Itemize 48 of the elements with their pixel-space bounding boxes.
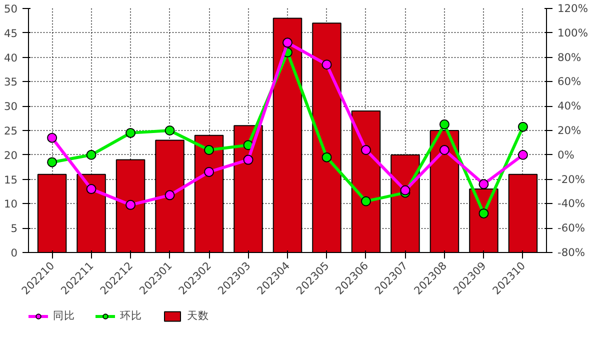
y2-tick-label: 20% <box>558 124 582 137</box>
point <box>322 152 332 162</box>
legend-label: 天数 <box>187 309 209 323</box>
y-tick-label: 20 <box>4 148 18 162</box>
y-tick-label: 25 <box>4 124 18 138</box>
point <box>86 184 96 194</box>
point <box>518 122 528 132</box>
point <box>360 145 371 156</box>
y2-tick-label: 60% <box>558 75 582 88</box>
point <box>204 166 214 177</box>
y-tick-label: 50 <box>4 2 18 16</box>
y2-tick-label: 80% <box>558 50 582 64</box>
point <box>243 154 254 165</box>
point <box>164 190 175 200</box>
point <box>47 132 58 143</box>
y-tick-label: 0 <box>10 246 18 260</box>
y2-tick-label: 40% <box>558 100 582 113</box>
point <box>518 150 528 160</box>
point <box>439 119 450 130</box>
point <box>204 145 214 156</box>
y2-tick-label: 120% <box>558 2 588 15</box>
legend-label: 环比 <box>120 309 142 323</box>
point <box>478 208 489 218</box>
y2-tick-label: -40% <box>558 197 586 210</box>
point <box>400 185 410 196</box>
y-tick-label: 5 <box>10 222 18 236</box>
point <box>439 145 450 156</box>
legend-label: 同比 <box>53 309 75 323</box>
y-tick-label: 45 <box>4 26 18 40</box>
y-tick-label: 40 <box>4 51 18 64</box>
y2-tick-label: 0% <box>558 148 574 162</box>
y2-tick-label: 100% <box>558 26 588 40</box>
y2-tick-label: -60% <box>558 222 586 235</box>
point <box>322 60 332 70</box>
point <box>360 196 371 206</box>
point <box>126 200 136 210</box>
point <box>47 157 58 168</box>
point <box>86 150 96 160</box>
y2-tick-label: -20% <box>558 172 586 186</box>
y2-tick-label: -80% <box>558 246 586 259</box>
y-tick-label: 30 <box>4 100 18 114</box>
y-tick-label: 15 <box>4 173 18 186</box>
point <box>126 128 136 138</box>
y-tick-label: 10 <box>4 198 18 211</box>
point <box>164 126 175 136</box>
y-tick-label: 35 <box>4 76 18 89</box>
point <box>282 38 292 48</box>
point <box>478 179 489 190</box>
